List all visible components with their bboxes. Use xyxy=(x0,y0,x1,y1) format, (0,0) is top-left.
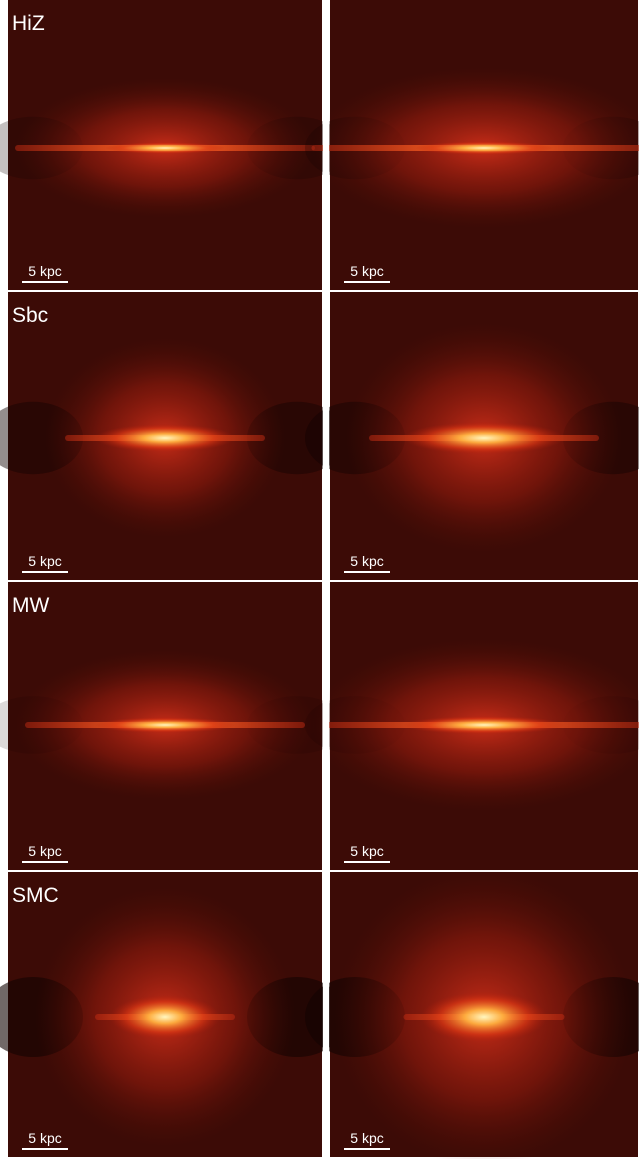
core xyxy=(421,992,548,1043)
scale-label: 5 kpc xyxy=(28,553,61,569)
core xyxy=(95,424,235,452)
row-label: HiZ xyxy=(12,12,45,35)
panel: 5 kpc xyxy=(305,868,639,1159)
row-label: MW xyxy=(12,594,49,617)
panel: 5 kpc xyxy=(0,582,347,870)
panel: 5 kpc xyxy=(0,292,347,580)
scale-label: 5 kpc xyxy=(28,1130,61,1146)
core xyxy=(404,716,565,734)
scale-label: 5 kpc xyxy=(350,553,383,569)
scale-label: 5 kpc xyxy=(350,263,383,279)
page: {"rows": [ {"label": "HiZ", "panels": [{… xyxy=(0,0,639,1159)
row-label: Sbc xyxy=(12,304,48,327)
figure: 5 kpc 5 kpc HiZ 5 kpc 5 kpc Sbc 5 kpc 5 kpc MW 5 … xyxy=(0,0,639,1159)
row-label: SMC xyxy=(12,884,59,907)
panel: 5 kpc xyxy=(305,582,639,870)
panel: 5 kpc xyxy=(305,292,639,580)
core xyxy=(110,995,220,1039)
scale-label: 5 kpc xyxy=(28,263,61,279)
core xyxy=(415,141,553,155)
panel: 5 kpc xyxy=(0,872,347,1157)
scale-label: 5 kpc xyxy=(350,843,383,859)
panel: 5 kpc xyxy=(305,0,639,290)
core xyxy=(404,422,565,454)
scale-label: 5 kpc xyxy=(28,843,61,859)
panel: 5 kpc xyxy=(0,0,347,290)
core xyxy=(95,717,235,733)
scale-label: 5 kpc xyxy=(350,1130,383,1146)
core xyxy=(105,142,225,154)
